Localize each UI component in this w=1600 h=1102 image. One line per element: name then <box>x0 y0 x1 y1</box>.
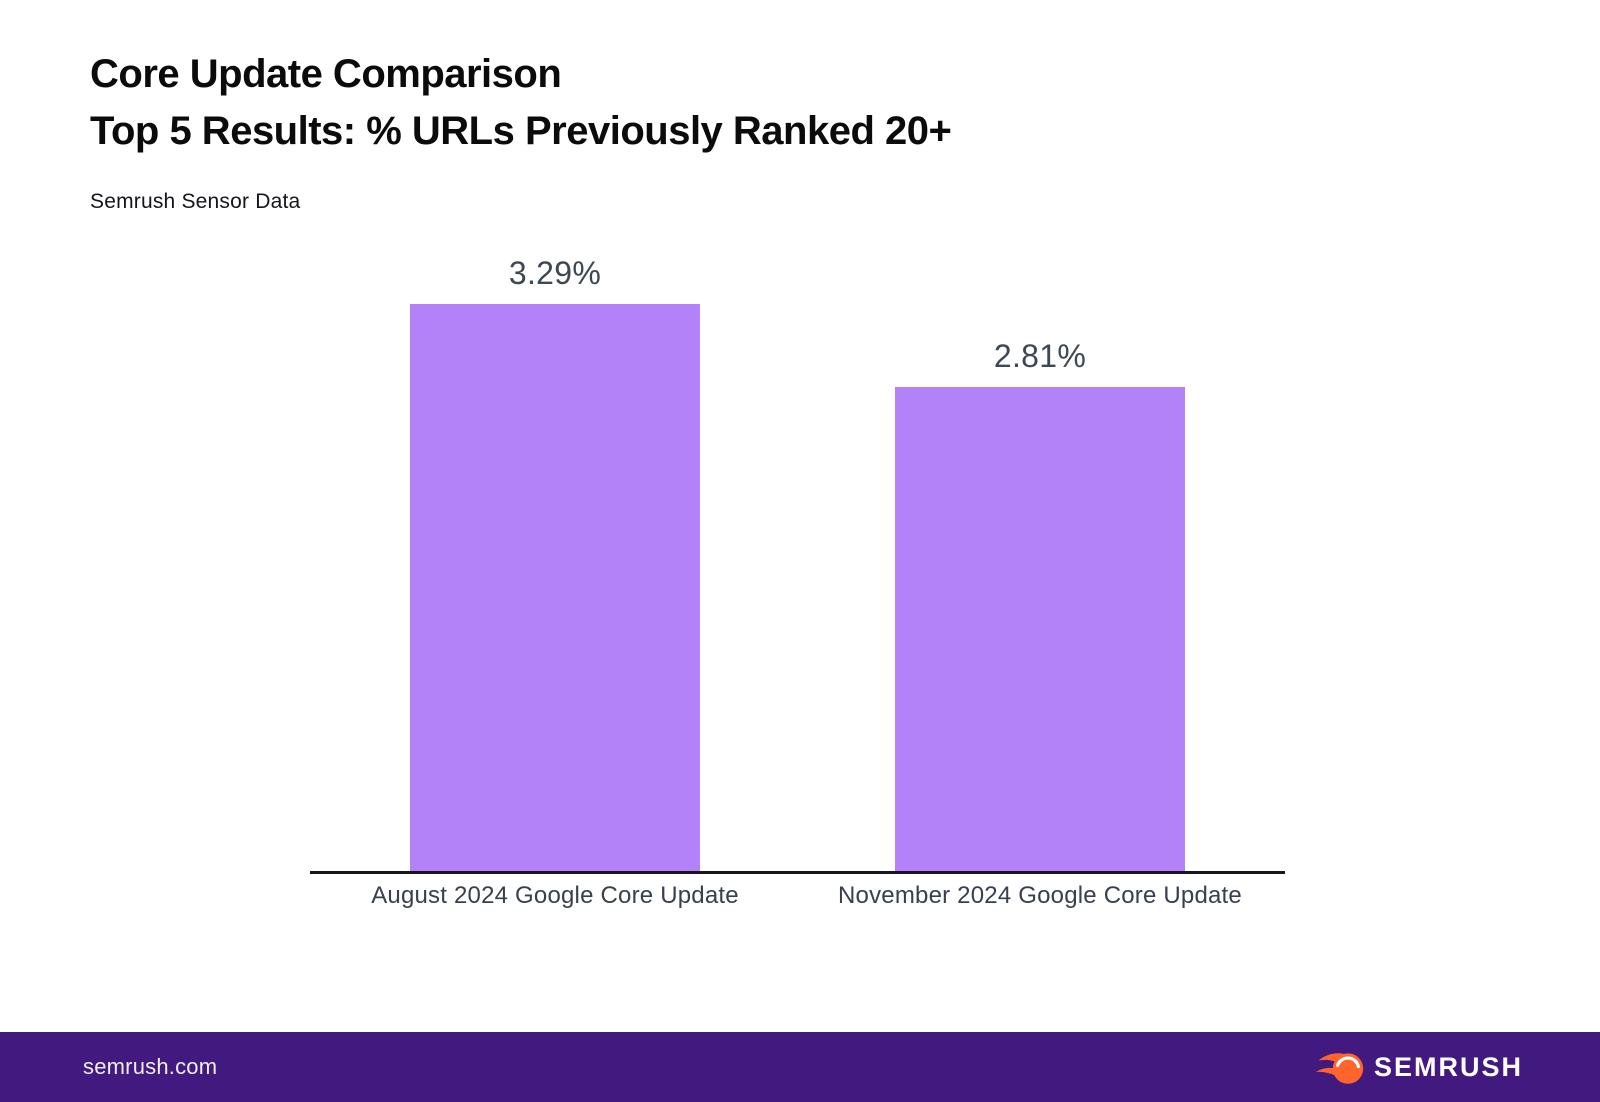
header: Core Update Comparison Top 5 Results: % … <box>90 46 952 214</box>
x-tick-label-november: November 2024 Google Core Update <box>838 882 1242 909</box>
x-tick-label-august: August 2024 Google Core Update <box>371 882 739 909</box>
plot-area: 3.29% 2.81% <box>310 255 1285 871</box>
title-line-2: Top 5 Results: % URLs Previously Ranked … <box>90 109 952 153</box>
x-axis-line <box>310 871 1285 874</box>
data-source-label: Semrush Sensor Data <box>90 190 301 213</box>
bar-group-november: 2.81% <box>895 338 1185 871</box>
bar-value-label-november: 2.81% <box>993 338 1087 374</box>
semrush-logo[interactable]: SEMRUSH <box>1315 1048 1523 1086</box>
bar-november <box>895 387 1185 871</box>
bar-group-august: 3.29% <box>410 255 700 871</box>
footer-bar: semrush.com SEMRUSH <box>0 1032 1600 1102</box>
footer-website-link[interactable]: semrush.com <box>83 1054 218 1079</box>
page-title: Core Update Comparison Top 5 Results: % … <box>90 46 952 160</box>
bar-august <box>410 304 700 871</box>
semrush-comet-icon <box>1315 1048 1364 1086</box>
bar-value-label-august: 3.29% <box>508 255 602 291</box>
title-line-1: Core Update Comparison <box>90 52 562 96</box>
semrush-wordmark: SEMRUSH <box>1373 1051 1523 1082</box>
